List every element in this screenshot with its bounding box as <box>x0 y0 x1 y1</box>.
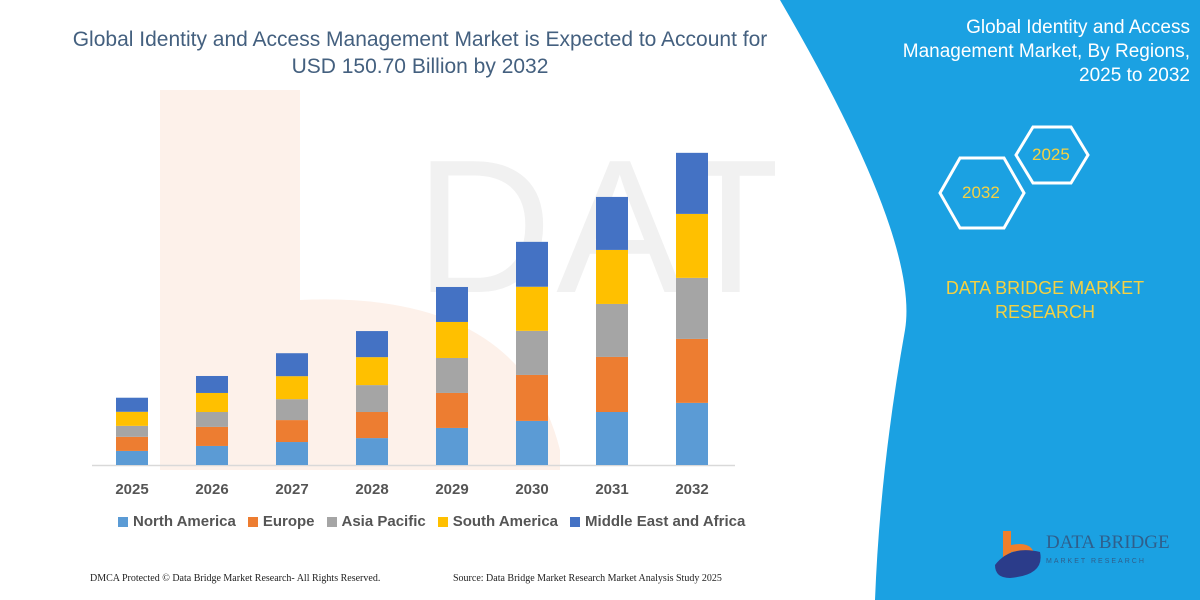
right-panel-title: Global Identity and Access Management Ma… <box>902 17 1190 86</box>
x-tick-label: 2026 <box>195 481 228 498</box>
bar-segment-2025-europe <box>116 436 148 451</box>
brand-name: DATA BRIDGE MARKET RESEARCH <box>945 278 1145 322</box>
bar-segment-2032-south-america <box>676 213 708 278</box>
bar-segment-2026-south-america <box>196 392 228 413</box>
legend-label: Asia Pacific <box>341 513 426 530</box>
bar-segment-2028-north-america <box>356 438 388 465</box>
bar-segment-2030-asia-pacific <box>516 330 548 375</box>
bar-segment-2026-middle-east-and-africa <box>196 375 228 393</box>
right-panel-bg <box>780 0 1200 600</box>
bar-segment-2030-south-america <box>516 286 548 331</box>
legend-swatch <box>247 516 258 527</box>
bar-segment-2028-south-america <box>356 357 388 386</box>
bar-segment-2025-south-america <box>116 411 148 426</box>
footer-source: Source: Data Bridge Market Research Mark… <box>453 573 722 584</box>
legend-label: Middle East and Africa <box>585 513 746 530</box>
x-tick-label: 2032 <box>675 481 708 498</box>
legend: North America Europe Asia Pacific South Ame… <box>118 513 745 530</box>
bar-segment-2031-north-america <box>596 412 628 465</box>
x-tick-label: 2025 <box>115 481 148 498</box>
logo-subtext: MARKET RESEARCH <box>1046 558 1146 565</box>
stacked-bar-chart: 2025 2026 2027 2028 2029 2030 2031 2032 <box>92 152 735 498</box>
bar-segment-2031-south-america <box>596 249 628 304</box>
bar-segment-2027-asia-pacific <box>276 399 308 421</box>
x-tick-label: 2028 <box>355 481 388 498</box>
hex-label-2032: 2032 <box>962 183 1000 202</box>
legend-swatch <box>326 516 337 527</box>
legend-item: Europe <box>247 513 315 530</box>
bar-segment-2030-europe <box>516 374 548 421</box>
hexagon-2025 <box>1014 125 1090 185</box>
bar-segment-2025-middle-east-and-africa <box>116 397 148 412</box>
bar-segment-2027-europe <box>276 420 308 443</box>
legend-item: Middle East and Africa <box>570 513 745 530</box>
bar-segment-2032-middle-east-and-africa <box>676 152 708 214</box>
legend-label: South America <box>452 513 559 530</box>
bar-segment-2028-asia-pacific <box>356 385 388 413</box>
hexagon-2032 <box>938 156 1026 230</box>
logo-text: DATA BRIDGE <box>1046 532 1170 553</box>
bar-segment-2029-north-america <box>436 427 468 465</box>
bar-segment-2029-middle-east-and-africa <box>436 286 468 322</box>
bar-segment-2026-north-america <box>196 445 228 465</box>
bar-segment-2031-europe <box>596 356 628 413</box>
x-tick-label: 2029 <box>435 481 468 498</box>
legend-swatch <box>437 516 448 527</box>
footer-copyright: DMCA Protected © Data Bridge Market Rese… <box>90 573 381 584</box>
bar-segment-2031-middle-east-and-africa <box>596 196 628 250</box>
hex-label-2025: 2025 <box>1032 145 1070 164</box>
bar-segment-2029-asia-pacific <box>436 357 468 393</box>
bar-segment-2027-north-america <box>276 442 308 465</box>
bar-segment-2028-middle-east-and-africa <box>356 331 388 358</box>
legend-label: North America <box>133 513 236 530</box>
legend-item: North America <box>118 513 236 530</box>
chart-title: Global Identity and Access Management Ma… <box>72 28 768 78</box>
data-bridge-logo-icon <box>995 531 1041 578</box>
bar-segment-2032-north-america <box>676 402 708 465</box>
bar-segment-2026-asia-pacific <box>196 412 228 427</box>
bar-segment-2032-asia-pacific <box>676 277 708 339</box>
bar-segment-2028-europe <box>356 412 388 439</box>
bar-segment-2029-south-america <box>436 321 468 358</box>
x-tick-label: 2031 <box>595 481 628 498</box>
bar-segment-2027-south-america <box>276 376 308 400</box>
bar-segment-2029-europe <box>436 392 468 428</box>
legend-label: Europe <box>262 513 315 530</box>
bar-segment-2030-middle-east-and-africa <box>516 241 548 287</box>
bar-segment-2027-middle-east-and-africa <box>276 353 308 377</box>
bar-segment-2025-asia-pacific <box>116 425 148 437</box>
bar-segment-2031-asia-pacific <box>596 303 628 357</box>
bar-segment-2030-north-america <box>516 420 548 465</box>
watermark-text: DATA BRIDGE <box>415 121 775 333</box>
bar-segment-2025-north-america <box>116 450 148 465</box>
legend-swatch <box>570 516 581 527</box>
x-tick-label: 2030 <box>515 481 548 498</box>
legend-item: South America <box>437 513 559 530</box>
legend-swatch <box>118 516 128 527</box>
x-tick-label: 2027 <box>275 481 308 498</box>
bar-segment-2032-europe <box>676 338 708 403</box>
legend-item: Asia Pacific <box>326 513 426 530</box>
bar-segment-2026-europe <box>196 426 228 446</box>
